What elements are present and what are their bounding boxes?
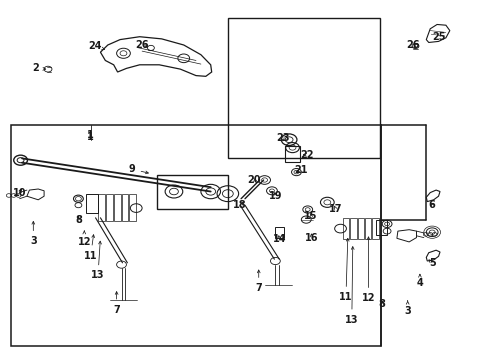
Text: 26: 26 [135,40,149,50]
Bar [350,218,357,239]
Bar [106,194,113,221]
Text: 25: 25 [432,32,446,42]
Text: 20: 20 [247,175,261,185]
Text: 21: 21 [294,165,308,175]
Text: 1: 1 [87,132,94,142]
Text: 18: 18 [233,200,247,210]
Text: 9: 9 [129,164,148,174]
Text: 13: 13 [91,241,105,280]
Bar [285,146,300,162]
Text: 2: 2 [32,63,46,73]
Text: 3: 3 [30,221,37,246]
Text: 11: 11 [339,238,353,302]
Text: 15: 15 [304,211,318,221]
Bar [343,218,349,239]
Bar [122,194,128,221]
Text: 26: 26 [406,40,420,50]
Text: 4: 4 [416,274,423,288]
Bar [86,194,98,213]
Bar [372,218,379,239]
Text: 19: 19 [269,191,282,201]
Text: 10: 10 [13,188,26,198]
Bar [358,218,364,239]
Bar [376,220,387,235]
Bar [365,218,371,239]
Text: 1: 1 [87,130,94,140]
Text: 13: 13 [345,247,359,325]
Text: 23: 23 [276,133,290,143]
Text: 3: 3 [404,301,411,316]
Text: 6: 6 [429,200,436,210]
Text: 24: 24 [88,41,104,51]
Bar [157,175,228,209]
Bar [114,194,121,221]
Text: 22: 22 [300,150,314,160]
Text: 16: 16 [305,233,318,243]
Text: 7: 7 [113,292,120,315]
Text: 8: 8 [379,299,386,309]
Text: 7: 7 [255,270,262,293]
Text: 17: 17 [329,204,343,214]
Text: 12: 12 [362,237,375,303]
Text: 11: 11 [84,235,98,261]
Bar [275,227,284,238]
Text: 8: 8 [75,215,82,225]
Bar [11,125,381,346]
Bar [228,18,380,158]
Bar [129,194,136,221]
Text: 14: 14 [272,234,286,244]
Text: 12: 12 [77,231,91,247]
Bar [98,194,105,221]
Text: 5: 5 [429,258,436,268]
